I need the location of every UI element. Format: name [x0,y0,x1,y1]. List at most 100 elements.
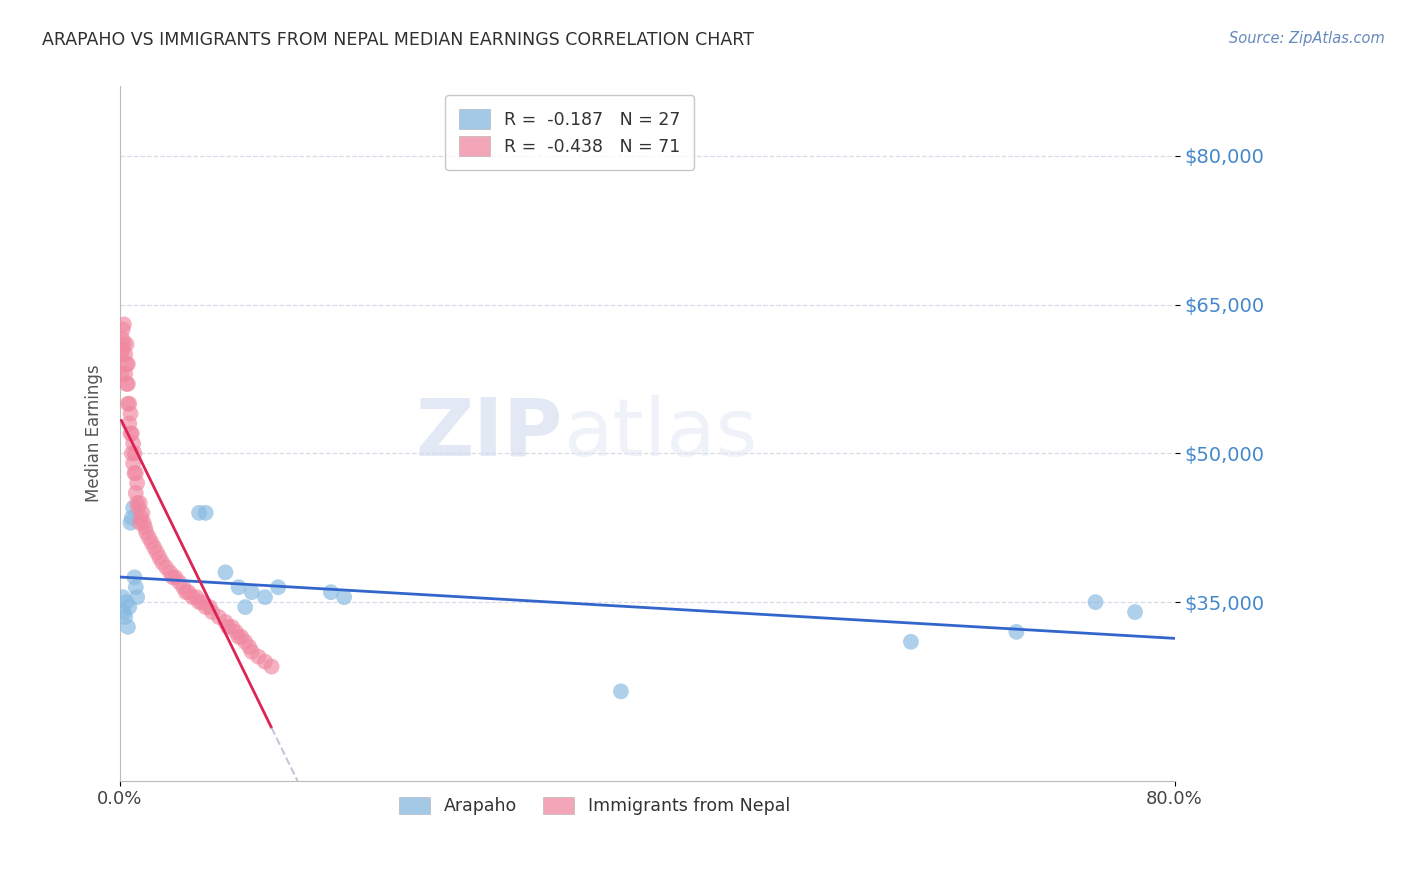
Point [114,367,136,381]
Point [228,630,250,644]
Point [112,605,135,619]
Point [120,516,142,530]
Point [131,506,153,520]
Point [177,585,200,599]
Point [225,624,247,639]
Point [267,580,290,594]
Point [319,585,342,599]
Point [122,436,145,450]
Point [112,318,135,332]
Point [122,500,145,515]
Point [253,590,276,604]
Point [121,446,143,460]
Point [214,615,236,629]
Point [188,595,211,609]
Point [135,525,157,540]
Text: atlas: atlas [562,394,758,473]
Point [217,620,239,634]
Point [115,337,138,351]
Point [118,397,141,411]
Point [121,426,143,441]
Point [114,347,136,361]
Point [165,570,187,584]
Point [188,506,211,520]
Point [1123,605,1146,619]
Point [118,600,141,615]
Point [127,496,149,510]
Point [115,357,138,371]
Point [117,397,139,411]
Point [181,590,204,604]
Point [111,590,134,604]
Point [138,531,160,545]
Point [159,566,181,580]
Point [194,600,217,615]
Point [228,580,250,594]
Point [162,570,184,584]
Point [186,590,208,604]
Point [117,357,139,371]
Point [127,500,149,515]
Point [214,566,236,580]
Point [233,634,256,648]
Point [172,580,194,594]
Point [114,610,136,624]
Point [208,610,231,624]
Point [1084,595,1107,609]
Point [124,466,146,480]
Point [118,417,141,431]
Point [120,407,142,421]
Point [110,347,132,361]
Point [125,580,148,594]
Point [117,376,139,391]
Point [233,600,256,615]
Point [155,560,177,574]
Point [120,426,142,441]
Text: ARAPAHO VS IMMIGRANTS FROM NEPAL MEDIAN EARNINGS CORRELATION CHART: ARAPAHO VS IMMIGRANTS FROM NEPAL MEDIAN … [42,31,754,49]
Point [134,521,156,535]
Point [115,376,138,391]
Point [610,684,633,698]
Y-axis label: Median Earnings: Median Earnings [86,365,103,502]
Point [143,541,166,555]
Point [900,634,922,648]
Point [127,590,149,604]
Point [121,511,143,525]
Point [124,446,146,460]
Point [174,585,197,599]
Point [194,506,217,520]
Point [238,640,260,654]
Point [169,575,191,590]
Point [247,649,270,664]
Point [117,620,139,634]
Point [115,595,138,609]
Point [132,516,155,530]
Point [146,545,169,559]
Point [125,486,148,500]
Point [128,496,150,510]
Point [125,466,148,480]
Point [111,342,134,356]
Point [110,367,132,381]
Point [122,456,145,470]
Text: ZIP: ZIP [416,394,562,473]
Point [231,630,253,644]
Point [150,556,173,570]
Point [111,332,134,346]
Point [221,620,243,634]
Point [240,645,263,659]
Point [253,655,276,669]
Point [127,476,149,491]
Point [141,535,163,549]
Point [128,516,150,530]
Point [201,605,224,619]
Point [240,585,263,599]
Point [129,511,152,525]
Point [198,600,221,615]
Point [112,337,135,351]
Point [333,590,356,604]
Text: Source: ZipAtlas.com: Source: ZipAtlas.com [1229,31,1385,46]
Point [111,322,134,336]
Legend: Arapaho, Immigrants from Nepal: Arapaho, Immigrants from Nepal [389,788,799,824]
Point [260,659,283,673]
